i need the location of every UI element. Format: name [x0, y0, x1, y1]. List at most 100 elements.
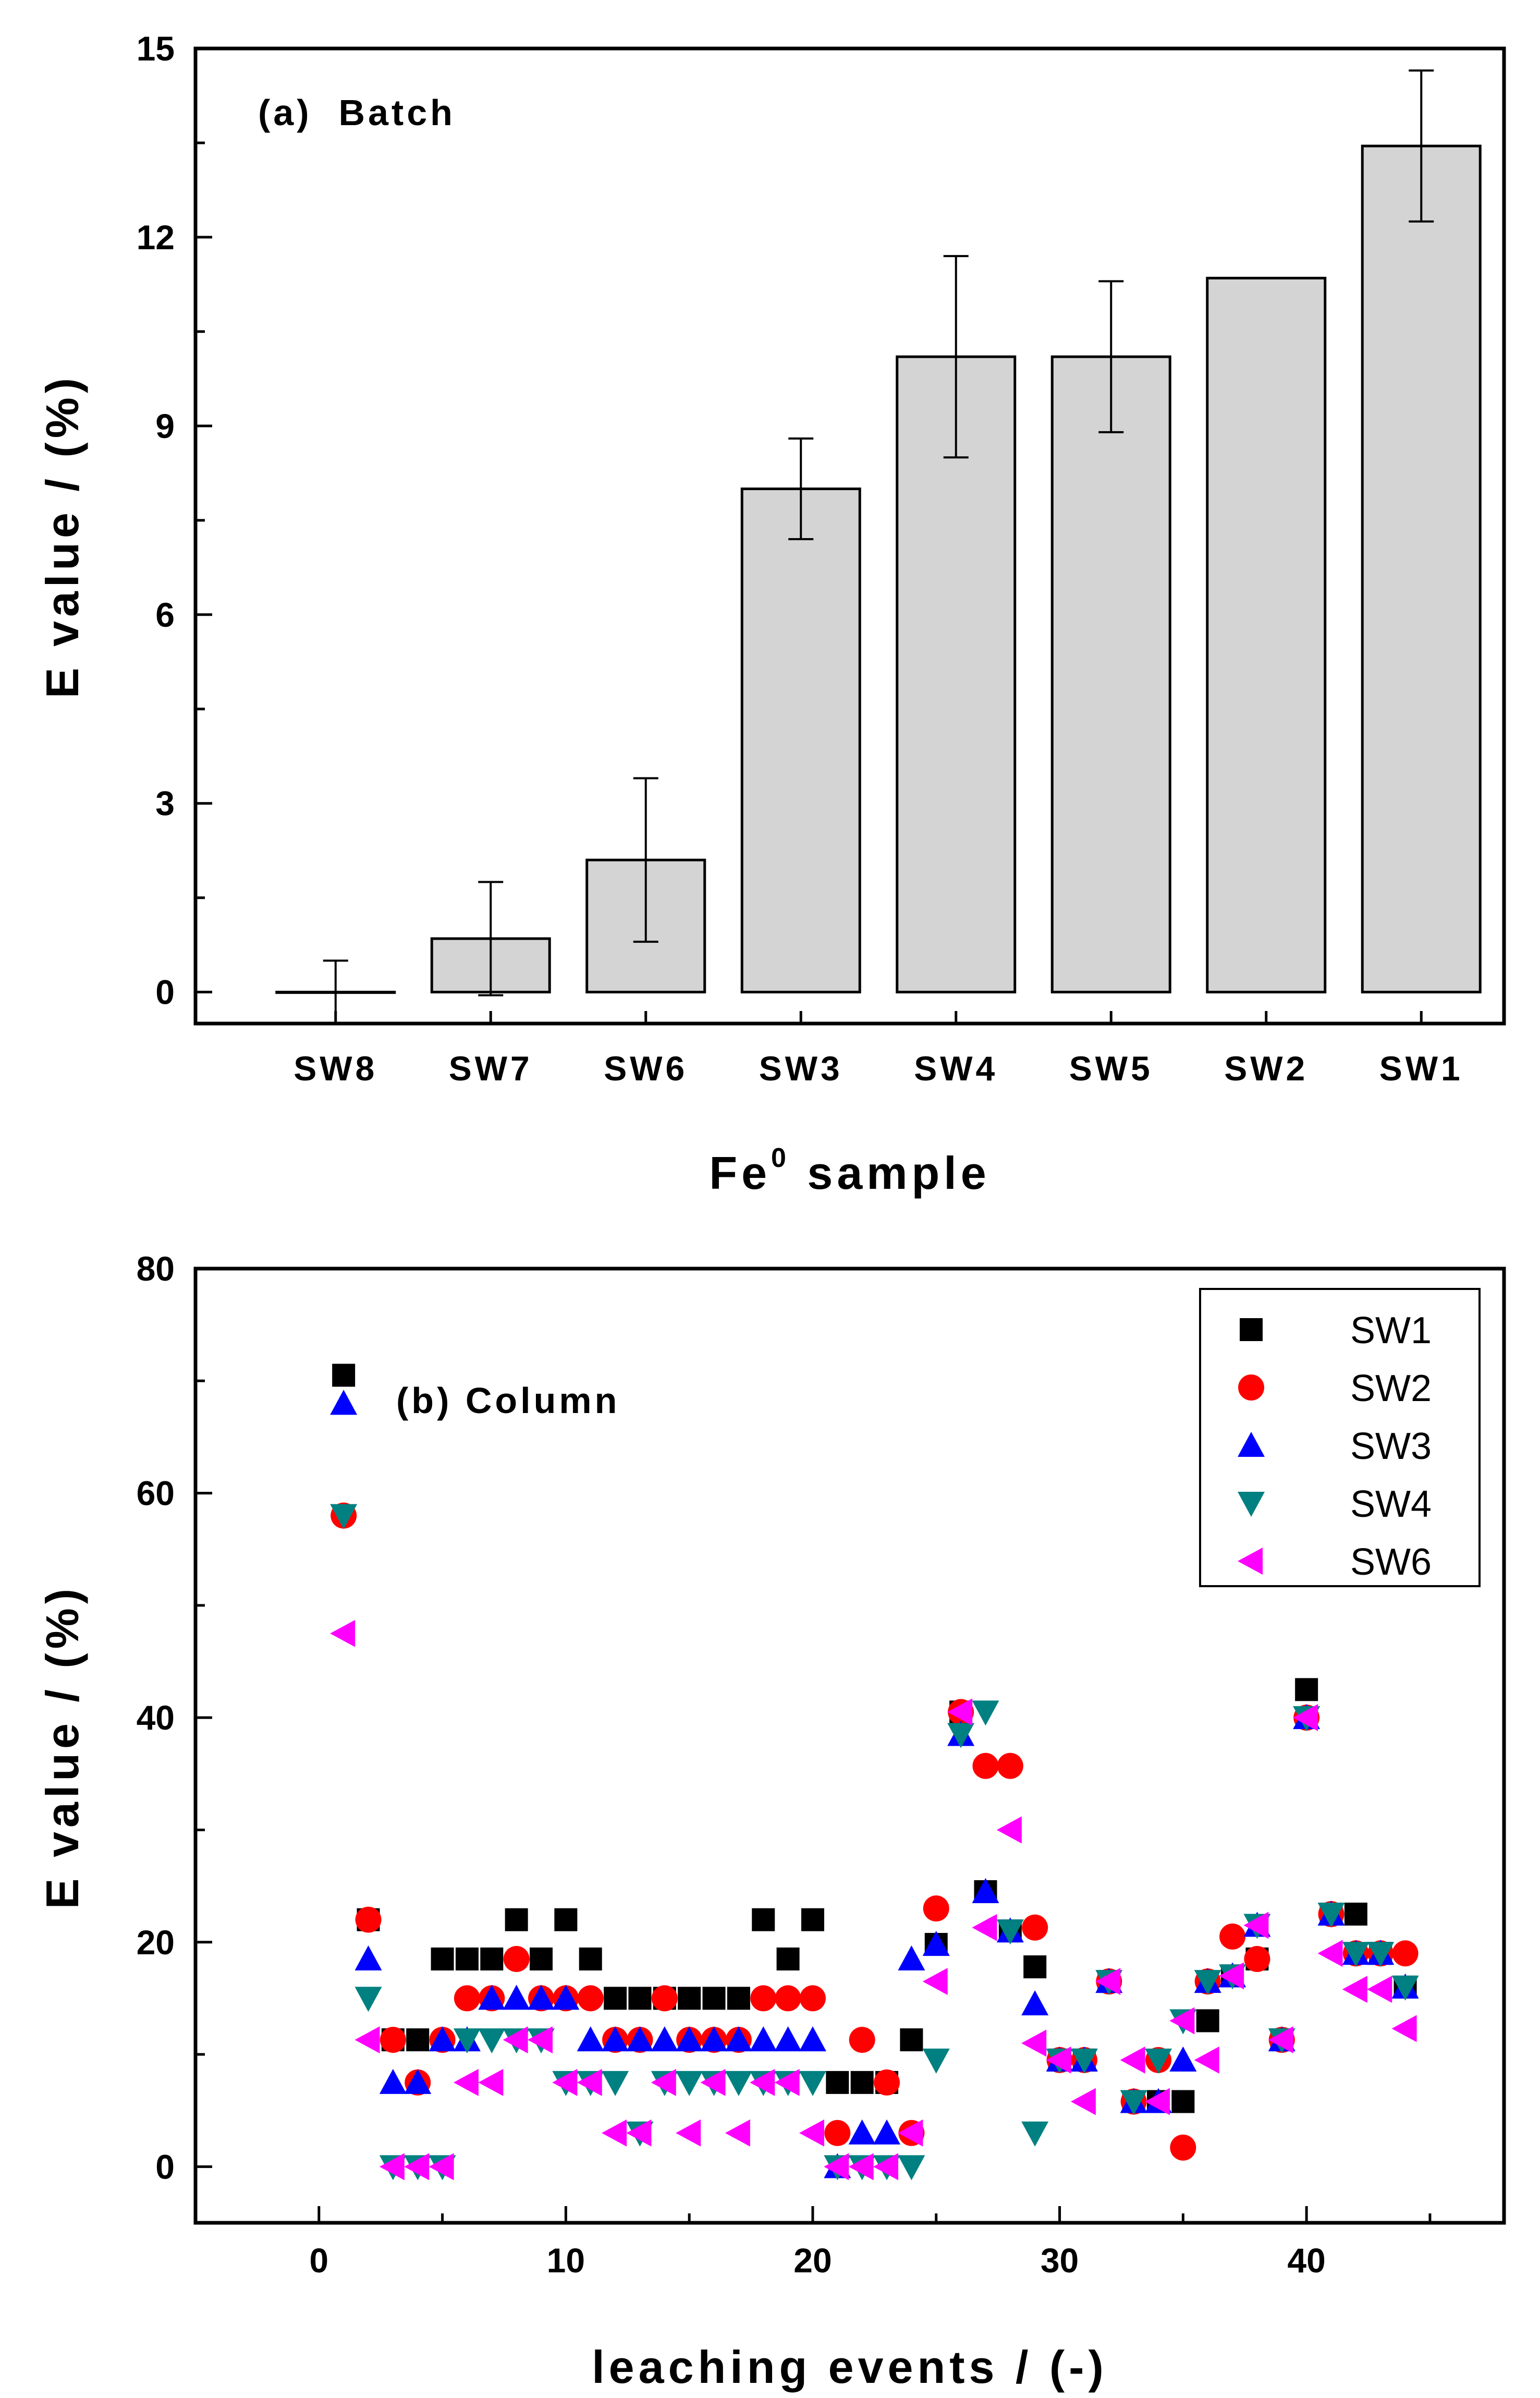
point-sw6	[750, 2068, 775, 2096]
point-sw3	[429, 2026, 456, 2052]
point-sw1	[727, 1987, 750, 2010]
point-sw3	[626, 2026, 654, 2052]
point-sw6	[1317, 1940, 1343, 1967]
point-sw1	[850, 2071, 874, 2094]
legend-label-sw3: SW3	[1350, 1426, 1432, 1467]
y-axis-title-b: E value / (%)	[36, 1585, 88, 1909]
point-sw2	[1219, 1924, 1246, 1950]
point-sw6	[1120, 2046, 1145, 2074]
point-sw1	[776, 1947, 800, 1971]
point-sw4	[922, 2048, 950, 2074]
x-tick-label-a: SW4	[914, 1049, 998, 1088]
legend-marker-sw4	[1238, 1492, 1265, 1517]
bar-sw3	[740, 488, 861, 994]
point-sw6	[799, 2119, 824, 2147]
x-axis-title-a-main: Fe	[709, 1147, 771, 1199]
y-tick-label-a: 9	[155, 407, 175, 445]
point-sw3	[774, 2026, 802, 2052]
x-tick-label-a: SW8	[294, 1049, 377, 1088]
point-sw3	[676, 2026, 703, 2052]
point-sw3	[898, 1945, 925, 1971]
point-sw2	[874, 2069, 900, 2096]
point-sw4	[1120, 2090, 1147, 2115]
point-sw2	[1022, 1914, 1048, 1941]
point-sw2	[380, 2027, 406, 2053]
batch-bar-chart: 0 3 6 9 12 15 SW8 SW7 SW6 SW3 SW4 SW5 SW2 SW1 (a) Ba…	[36, 29, 1506, 1199]
point-sw4	[330, 1504, 358, 1529]
point-sw1	[702, 1987, 726, 2010]
point-sw4	[1391, 1975, 1419, 2001]
legend-label-sw1: SW1	[1350, 1310, 1432, 1352]
point-sw6	[330, 1620, 356, 1647]
series-sw6	[330, 1620, 1417, 2181]
y-tick-label-a: 6	[155, 595, 175, 634]
point-sw1	[1196, 2009, 1219, 2032]
x-tick-label-a: SW5	[1069, 1049, 1153, 1088]
point-sw3	[528, 1985, 555, 2010]
column-scatter-chart: 0 20 40 60 80 0 10 20 30 40 (b) Column E value / …	[36, 1249, 1506, 2393]
point-sw6	[725, 2119, 750, 2147]
point-sw4	[799, 2071, 826, 2096]
x-tick-label-a: SW7	[449, 1049, 533, 1088]
point-sw6	[1169, 2007, 1195, 2035]
point-sw4	[478, 2028, 506, 2054]
point-sw4	[1367, 1942, 1395, 1967]
point-sw6	[1293, 1704, 1318, 1732]
point-sw2	[1244, 1946, 1270, 1973]
point-sw1	[801, 1908, 824, 1931]
point-sw2	[849, 2027, 875, 2053]
point-sw4	[1144, 2048, 1172, 2074]
point-sw1	[678, 1987, 701, 2010]
error-bars-a	[323, 69, 1434, 1025]
point-sw3	[972, 1878, 999, 1903]
y-axis-title-a: E value / (%)	[36, 374, 88, 698]
point-sw2	[750, 1985, 777, 2012]
point-sw2	[454, 1985, 480, 2012]
point-sw1	[1171, 2090, 1195, 2113]
point-sw1	[900, 2028, 923, 2052]
point-sw3	[330, 1390, 358, 1415]
legend-marker-sw6	[1238, 1548, 1263, 1575]
plot-frame-a	[193, 46, 1506, 1026]
y-tick-label-b: 0	[155, 2147, 175, 2186]
point-sw3	[651, 2026, 678, 2052]
series-sw2	[331, 1502, 1419, 2161]
y-tick-label-b: 80	[137, 1249, 175, 1288]
point-sw1	[332, 1364, 356, 1387]
point-sw1	[406, 2028, 430, 2052]
point-sw1	[579, 1947, 602, 1971]
legend-marker-sw2	[1238, 1374, 1264, 1401]
x-axis-title-a: Fe0 sample	[709, 1143, 990, 1199]
point-sw6	[676, 2119, 701, 2147]
x-tick-label-b: 10	[547, 2241, 585, 2280]
point-sw6	[848, 2153, 874, 2181]
point-sw3	[552, 1985, 580, 2010]
point-sw3	[799, 2026, 826, 2052]
point-sw6	[774, 2068, 800, 2096]
point-sw1	[752, 1908, 775, 1931]
panel-label-a: (a) Batch	[258, 92, 456, 133]
panel-label-b: (b) Column	[396, 1380, 620, 1421]
point-sw2	[775, 1985, 801, 2012]
point-sw6	[1243, 1912, 1269, 1939]
point-sw6	[552, 2068, 578, 2096]
legend-label-sw4: SW4	[1350, 1483, 1432, 1525]
point-sw6	[1070, 2088, 1096, 2115]
point-sw6	[651, 2068, 676, 2096]
x-tick-label-b: 30	[1041, 2241, 1079, 2280]
point-sw3	[379, 2068, 407, 2094]
point-sw6	[1095, 1968, 1121, 1995]
point-sw4	[947, 1723, 975, 1748]
point-sw6	[1268, 2026, 1293, 2054]
point-sw6	[528, 2026, 553, 2054]
y-tick-label-b: 60	[137, 1474, 175, 1513]
x-tick-label-a: SW6	[604, 1049, 688, 1088]
point-sw1	[480, 1947, 504, 1971]
point-sw2	[923, 1895, 949, 1922]
point-sw6	[503, 2026, 528, 2054]
point-sw6	[577, 2068, 602, 2096]
point-sw1	[1023, 1955, 1047, 1979]
x-tick-label-a: SW1	[1379, 1049, 1463, 1088]
point-sw4	[972, 1700, 999, 1726]
